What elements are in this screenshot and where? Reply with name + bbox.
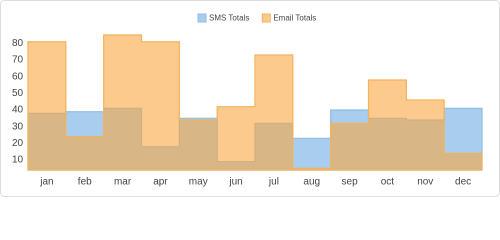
x-tick-label: jul (268, 177, 279, 188)
x-tick-label: mar (114, 177, 132, 188)
chart: SMS Totals Email Totals 10 20 30 40 50 60 70 80 j… (0, 0, 500, 197)
legend-label: SMS Totals (209, 14, 249, 23)
legend-swatch (197, 13, 207, 23)
y-tick-label: 70 (12, 55, 24, 66)
y-tick-label: 80 (12, 38, 24, 49)
x-tick-label: oct (381, 177, 395, 188)
x-tick-label: nov (417, 177, 433, 188)
area (27, 34, 483, 171)
legend-swatch (261, 13, 271, 23)
legend-label: Email Totals (273, 14, 316, 23)
y-tick-label: 20 (12, 138, 24, 149)
x-tick-label: dec (455, 177, 471, 188)
x-tick-label: sep (342, 177, 359, 188)
y-tick-label: 30 (12, 121, 24, 132)
y-tick-label: 60 (12, 71, 24, 82)
page: {"chart_data": {"type": "step-area", "ca… (0, 0, 500, 197)
y-tick-label: 40 (12, 105, 24, 116)
x-tick-label: may (189, 177, 208, 188)
y-tick-label: 50 (12, 88, 24, 99)
x-tick-label: jan (39, 177, 53, 188)
x-tick-label: apr (153, 177, 168, 188)
x-tick-label: jun (228, 177, 242, 188)
y-tick-label: 10 (12, 155, 24, 166)
x-tick-label: aug (303, 177, 320, 188)
legend: SMS Totals Email Totals (197, 13, 316, 23)
x-tick-label: feb (78, 177, 92, 188)
